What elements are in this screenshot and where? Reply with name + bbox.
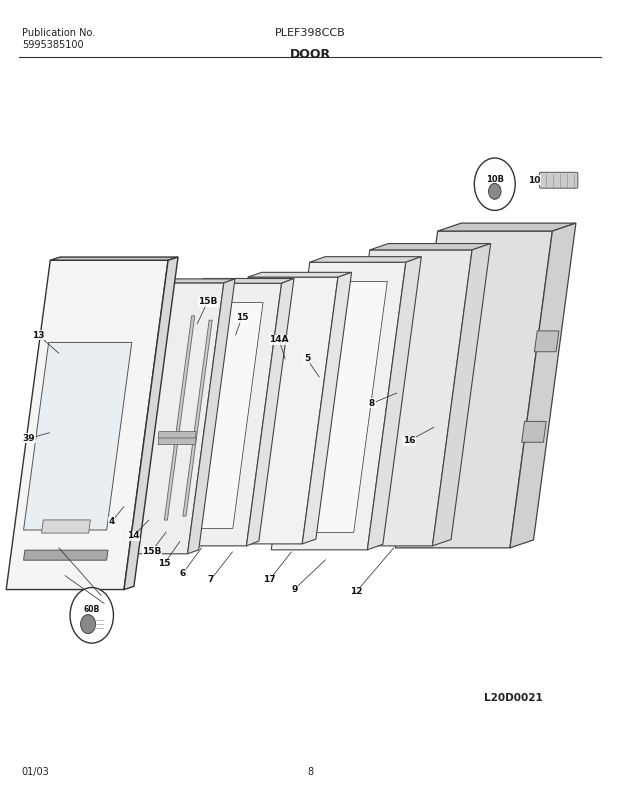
Polygon shape xyxy=(128,279,235,283)
Text: 9: 9 xyxy=(291,584,298,594)
Text: Publication No.: Publication No. xyxy=(22,28,95,38)
Circle shape xyxy=(489,183,501,199)
Text: 01/03: 01/03 xyxy=(22,766,50,777)
Text: 7: 7 xyxy=(208,575,214,584)
Polygon shape xyxy=(164,316,195,520)
Text: 16: 16 xyxy=(403,436,415,445)
Polygon shape xyxy=(285,281,388,533)
Polygon shape xyxy=(521,422,546,442)
Polygon shape xyxy=(24,550,108,561)
Text: 15: 15 xyxy=(158,559,170,569)
Polygon shape xyxy=(247,279,294,546)
Polygon shape xyxy=(124,257,178,589)
Polygon shape xyxy=(438,223,576,231)
Text: 6: 6 xyxy=(180,569,186,578)
Text: 8: 8 xyxy=(369,399,375,408)
Polygon shape xyxy=(433,244,490,546)
Polygon shape xyxy=(370,244,490,250)
Circle shape xyxy=(474,158,515,210)
Text: 14: 14 xyxy=(127,531,140,541)
Text: 5995385100: 5995385100 xyxy=(22,40,83,50)
Text: 5: 5 xyxy=(304,354,310,364)
Polygon shape xyxy=(92,283,224,554)
Text: 10B: 10B xyxy=(485,175,504,184)
Text: 13: 13 xyxy=(32,330,45,340)
Polygon shape xyxy=(24,342,131,530)
Polygon shape xyxy=(156,283,281,546)
Polygon shape xyxy=(330,250,472,546)
Polygon shape xyxy=(367,256,422,549)
Text: DOOR: DOOR xyxy=(290,48,330,60)
Polygon shape xyxy=(42,520,91,533)
Polygon shape xyxy=(50,257,178,260)
Text: eReplacementParts.com: eReplacementParts.com xyxy=(246,392,374,402)
Text: 4: 4 xyxy=(108,517,115,526)
Text: 8: 8 xyxy=(307,766,313,777)
Polygon shape xyxy=(534,331,559,352)
Text: 15B: 15B xyxy=(198,297,218,306)
Text: L20D0021: L20D0021 xyxy=(484,692,542,703)
Polygon shape xyxy=(187,279,235,554)
Text: 39: 39 xyxy=(23,434,35,443)
Circle shape xyxy=(81,615,95,634)
Polygon shape xyxy=(310,256,422,262)
Polygon shape xyxy=(212,277,338,544)
Text: PLEF398CCB: PLEF398CCB xyxy=(275,28,345,38)
Text: 12: 12 xyxy=(350,587,363,596)
Polygon shape xyxy=(158,438,196,445)
Polygon shape xyxy=(158,432,196,438)
Polygon shape xyxy=(6,260,168,589)
Polygon shape xyxy=(183,320,212,516)
Polygon shape xyxy=(248,272,352,277)
Polygon shape xyxy=(396,231,552,548)
FancyBboxPatch shape xyxy=(539,172,578,188)
Text: 15B: 15B xyxy=(142,546,162,556)
Polygon shape xyxy=(170,303,263,529)
Text: 15: 15 xyxy=(236,313,248,322)
Circle shape xyxy=(70,588,113,643)
Polygon shape xyxy=(192,279,294,283)
Text: 14A: 14A xyxy=(269,335,289,345)
Polygon shape xyxy=(510,223,576,548)
Polygon shape xyxy=(303,272,352,544)
Text: 17: 17 xyxy=(264,575,276,584)
Text: 10: 10 xyxy=(528,175,541,185)
Polygon shape xyxy=(272,262,406,549)
Text: 60B: 60B xyxy=(84,605,100,615)
